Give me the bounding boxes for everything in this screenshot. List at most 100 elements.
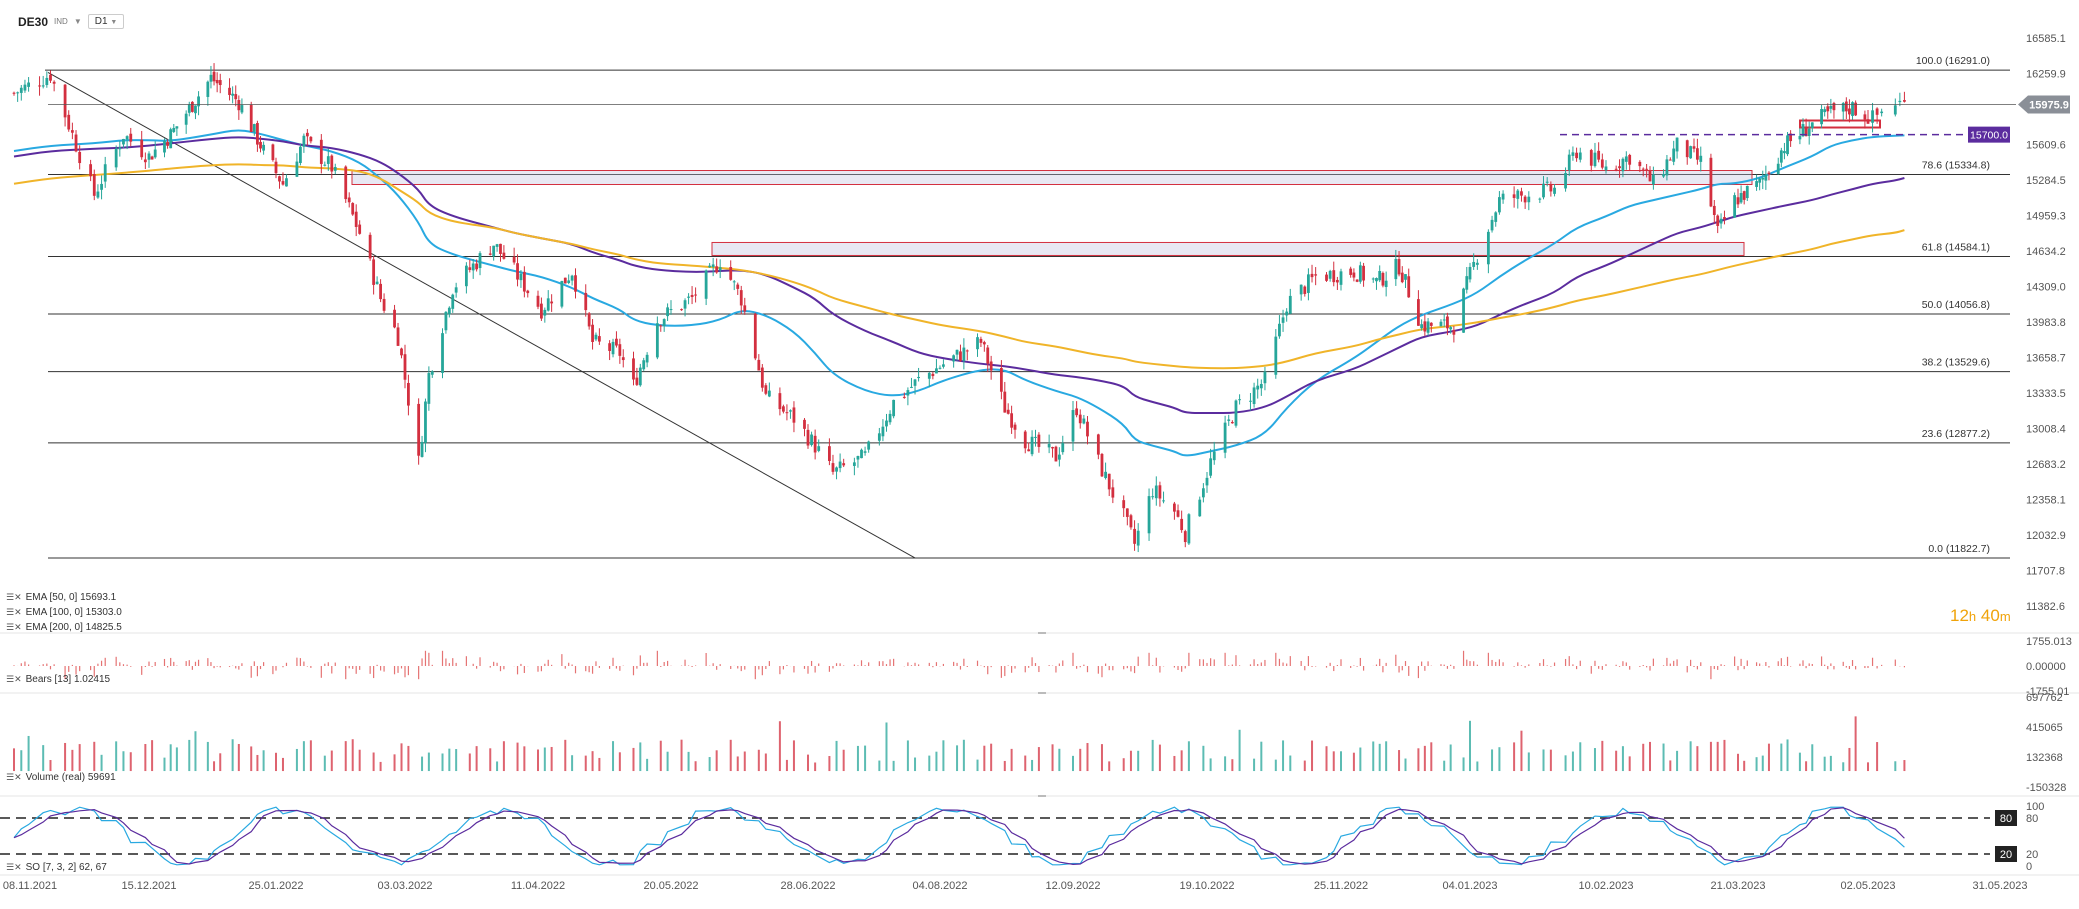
legend-bears[interactable]: ☰✕ Bears [13] 1.02415 [6, 674, 110, 685]
legend-ema50[interactable]: ☰✕ EMA [50, 0] 15693.1 [6, 592, 116, 603]
settings-icon[interactable]: ☰✕ [6, 592, 22, 602]
candle-body [1553, 187, 1556, 194]
candle-body [262, 144, 266, 151]
volume-bar [1051, 744, 1054, 772]
volume-bar [93, 741, 96, 772]
candle-body [1848, 108, 1851, 115]
volume-tick-label: 132368 [2026, 752, 2063, 764]
legend-ema100[interactable]: ☰✕ EMA [100, 0] 15303.0 [6, 607, 122, 618]
candle-body [1761, 177, 1765, 180]
y-tick-label: 11707.8 [2026, 565, 2065, 577]
candle-body [986, 347, 990, 364]
candle-body [1764, 174, 1768, 181]
volume-bar [468, 753, 471, 772]
volume-bar [358, 749, 361, 772]
volume-bar [757, 749, 760, 772]
candle-body [1375, 278, 1378, 282]
candle-countdown: 12h 40m [1950, 606, 2011, 625]
candle-body [1400, 272, 1404, 283]
volume-bar [516, 742, 519, 772]
volume-bar [400, 743, 403, 772]
level-15700-label: 15700.0 [1970, 130, 2008, 142]
volume-bar [1209, 758, 1212, 772]
bears-tick-label: 0.00000 [2026, 661, 2066, 673]
candle-body [1078, 414, 1082, 424]
candle-body [1854, 102, 1858, 116]
settings-icon[interactable]: ☰✕ [6, 622, 22, 632]
settings-icon[interactable]: ☰✕ [6, 862, 22, 872]
candle-body [175, 126, 179, 129]
candle-body [979, 338, 983, 343]
candle-body [587, 313, 591, 327]
candle-body [955, 349, 959, 355]
candle-body [1030, 436, 1034, 455]
candle-body [1263, 371, 1267, 384]
candle-body [1789, 133, 1793, 142]
candle-body [965, 350, 969, 352]
candle-body [1051, 447, 1054, 449]
timeframe-select[interactable]: D1 ▼ [87, 14, 125, 29]
symbol-label[interactable]: DE30 [18, 14, 49, 29]
candle-body [16, 92, 20, 94]
candle-body [1420, 324, 1424, 329]
candle-body [694, 294, 697, 296]
candle-body [1384, 280, 1388, 288]
volume-bar [1848, 747, 1851, 772]
volume-bar [1340, 751, 1342, 772]
volume-bar [1542, 749, 1545, 772]
candle-body [302, 135, 306, 147]
candle-body [729, 267, 733, 280]
legend-ema200-label: EMA [200, 0] 14825.5 [25, 622, 122, 633]
settings-icon[interactable]: ☰✕ [6, 772, 22, 782]
candle-body [1281, 317, 1285, 323]
candle-body [417, 403, 421, 456]
candle-body [19, 87, 23, 93]
candle-body [1468, 266, 1472, 280]
candle-body [1745, 185, 1749, 199]
chevron-down-icon[interactable]: ▼ [73, 17, 82, 26]
candle-body [1692, 146, 1696, 149]
candle-body [1335, 279, 1339, 283]
volume-bar [523, 746, 526, 772]
legend-ema200[interactable]: ☰✕ EMA [200, 0] 14825.5 [6, 622, 122, 633]
candle-body [1003, 391, 1007, 413]
y-tick-label: 13008.4 [2026, 423, 2066, 435]
volume-bar [1398, 750, 1401, 772]
candle-body [655, 323, 659, 358]
candle-body [803, 419, 806, 429]
candle-body [1807, 128, 1811, 136]
volume-bar [729, 739, 732, 772]
candle-body [1303, 286, 1307, 294]
candle-body [584, 292, 588, 311]
candle-body [536, 295, 540, 307]
candle-body [1394, 258, 1398, 280]
legend-so[interactable]: ☰✕ SO [7, 3, 2] 62, 67 [6, 862, 107, 873]
candle-body [1545, 181, 1549, 183]
candle-body [375, 281, 379, 285]
candle-body [1498, 197, 1501, 213]
volume-bar [1158, 744, 1161, 772]
candle-body [1426, 321, 1430, 333]
level-15700-tag [1968, 126, 2010, 143]
trend-line [47, 71, 916, 559]
candle-body [645, 354, 649, 363]
candle-body [760, 367, 764, 388]
candle-body [1589, 150, 1593, 166]
volume-bar [1854, 716, 1857, 772]
settings-icon[interactable]: ☰✕ [6, 674, 22, 684]
settings-icon[interactable]: ☰✕ [6, 607, 22, 617]
candle-body [379, 283, 382, 300]
candle-body [1010, 413, 1014, 428]
candle-body [683, 300, 687, 309]
candle-body [478, 253, 482, 269]
candle-body [1252, 387, 1256, 405]
legend-volume[interactable]: ☰✕ Volume (real) 59691 [6, 772, 116, 783]
volume-bar [618, 752, 621, 772]
candle-body [543, 309, 547, 316]
candle-body [1212, 451, 1216, 461]
volume-bar [1079, 748, 1082, 772]
volume-bar [1723, 739, 1726, 772]
volume-bar [962, 739, 965, 772]
candle-body [441, 333, 444, 373]
